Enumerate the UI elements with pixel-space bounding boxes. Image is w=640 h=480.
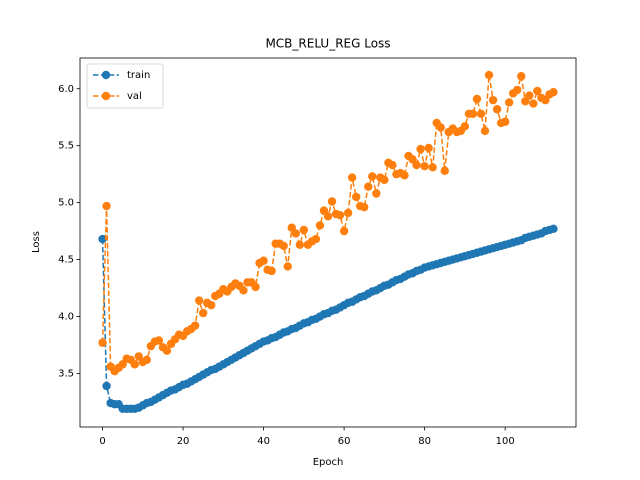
data-point: [460, 122, 470, 131]
data-point: [295, 240, 305, 249]
data-point: [351, 192, 361, 202]
data-point: [529, 99, 538, 108]
data-point: [299, 225, 309, 235]
data-point: [102, 381, 111, 391]
x-axis-label: Epoch: [313, 457, 344, 468]
data-point: [549, 87, 558, 97]
data-point: [239, 286, 248, 295]
data-point: [102, 201, 111, 211]
data-point: [279, 241, 288, 251]
data-point: [207, 300, 216, 310]
data-point: [517, 72, 526, 81]
data-point: [533, 86, 542, 96]
data-point: [327, 197, 337, 206]
data-point: [259, 256, 268, 265]
legend-marker: [101, 70, 111, 80]
data-point: [500, 117, 510, 126]
data-point: [142, 355, 152, 365]
legend-label: val: [127, 91, 142, 102]
y-axis-label: Loss: [31, 231, 42, 253]
data-point: [190, 321, 200, 330]
data-point: [251, 282, 260, 292]
data-point: [476, 109, 486, 119]
data-point: [98, 234, 107, 244]
x-tick-label: 100: [496, 436, 515, 447]
x-tick-label: 40: [257, 436, 270, 447]
data-point: [420, 161, 429, 171]
data-point: [480, 126, 490, 136]
data-point: [412, 160, 421, 170]
data-point: [162, 346, 172, 355]
legend-label: train: [127, 70, 150, 81]
y-tick-label: 4.5: [58, 255, 74, 266]
data-point: [424, 143, 433, 153]
data-point: [549, 224, 558, 234]
data-point: [198, 308, 208, 318]
data-point: [194, 296, 204, 305]
data-point: [315, 221, 325, 230]
y-tick-label: 6.0: [58, 84, 74, 95]
data-point: [335, 210, 345, 220]
data-point: [343, 208, 353, 218]
data-point: [368, 172, 377, 181]
data-point: [267, 266, 276, 276]
x-tick-label: 20: [177, 436, 190, 447]
data-point: [504, 98, 514, 107]
data-point: [513, 85, 522, 95]
data-point: [416, 144, 425, 154]
plot-frame: [79, 57, 577, 428]
data-point: [372, 189, 381, 198]
data-point: [400, 171, 409, 180]
data-point: [440, 166, 449, 175]
data-point: [130, 360, 139, 369]
data-point: [428, 163, 437, 172]
legend-box: [86, 63, 164, 109]
data-point: [154, 336, 164, 345]
y-tick-label: 3.5: [58, 368, 74, 379]
data-point: [484, 70, 494, 80]
data-point: [347, 173, 357, 182]
data-point: [339, 226, 349, 236]
data-point: [468, 109, 478, 119]
data-point: [436, 123, 445, 132]
data-point: [98, 338, 107, 347]
data-point: [364, 182, 373, 191]
chart-title: MCB_RELU_REG Loss: [265, 37, 390, 51]
x-tick-label: 0: [99, 436, 105, 447]
y-tick-label: 5.0: [58, 198, 74, 209]
data-point: [388, 160, 397, 170]
data-point: [525, 91, 534, 100]
x-tick-label: 60: [338, 436, 351, 447]
data-point: [311, 234, 321, 244]
data-point: [283, 262, 292, 271]
legend-marker: [101, 91, 111, 101]
data-point: [380, 175, 389, 185]
data-point: [488, 95, 498, 105]
data-point: [472, 94, 482, 104]
y-tick-label: 4.0: [58, 312, 74, 323]
data-point: [492, 105, 502, 114]
y-tick-label: 5.5: [58, 141, 74, 152]
data-point: [323, 212, 333, 221]
data-point: [360, 202, 369, 212]
x-tick-label: 80: [418, 436, 431, 447]
data-point: [291, 229, 300, 238]
